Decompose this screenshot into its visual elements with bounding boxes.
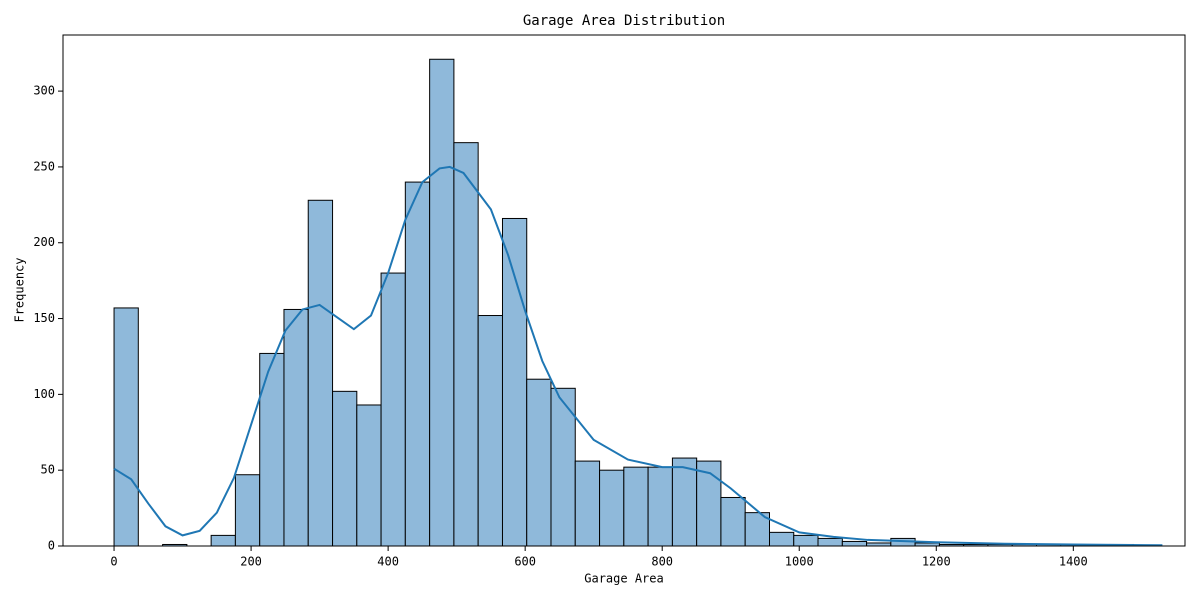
bar <box>429 58 455 547</box>
bar <box>210 534 236 547</box>
bar <box>623 466 649 547</box>
y-tick-label: 150 <box>33 311 55 325</box>
bar <box>234 474 261 547</box>
bar <box>453 142 479 547</box>
bar <box>647 466 673 547</box>
plot-frame <box>62 34 1186 547</box>
y-tick-label: 0 <box>48 539 55 553</box>
y-tick-label: 200 <box>33 235 55 249</box>
bar <box>599 469 625 547</box>
bar <box>113 307 139 547</box>
bar <box>526 378 552 547</box>
y-tick-label: 250 <box>33 159 55 173</box>
bar <box>720 496 746 547</box>
x-tick-label: 400 <box>377 555 399 569</box>
x-tick-label: 0 <box>110 555 117 569</box>
chart-title: Garage Area Distribution <box>523 13 725 29</box>
x-tick-label: 1200 <box>922 555 951 569</box>
x-tick-label: 600 <box>514 555 536 569</box>
y-tick-label: 50 <box>41 463 55 477</box>
bar <box>283 308 309 547</box>
x-tick-label: 800 <box>651 555 673 569</box>
bar <box>477 315 503 547</box>
y-tick-label: 300 <box>33 84 55 98</box>
bar <box>574 460 601 547</box>
bar <box>841 540 868 547</box>
x-tick-label: 1400 <box>1059 555 1088 569</box>
bar <box>356 404 382 547</box>
bar <box>259 352 285 547</box>
bar <box>404 181 431 547</box>
y-tick-label: 100 <box>33 387 55 401</box>
x-tick-label: 1000 <box>785 555 814 569</box>
bar <box>307 199 334 547</box>
bar <box>501 217 528 547</box>
bar <box>769 531 795 547</box>
x-axis-label: Garage Area <box>584 572 663 586</box>
bar <box>332 390 358 547</box>
bar <box>671 457 698 547</box>
x-tick-label: 200 <box>240 555 262 569</box>
kde-line <box>113 165 1163 547</box>
bar <box>793 534 819 547</box>
bar <box>380 272 406 547</box>
bar <box>817 537 843 547</box>
y-axis-label: Frequency <box>13 257 27 322</box>
